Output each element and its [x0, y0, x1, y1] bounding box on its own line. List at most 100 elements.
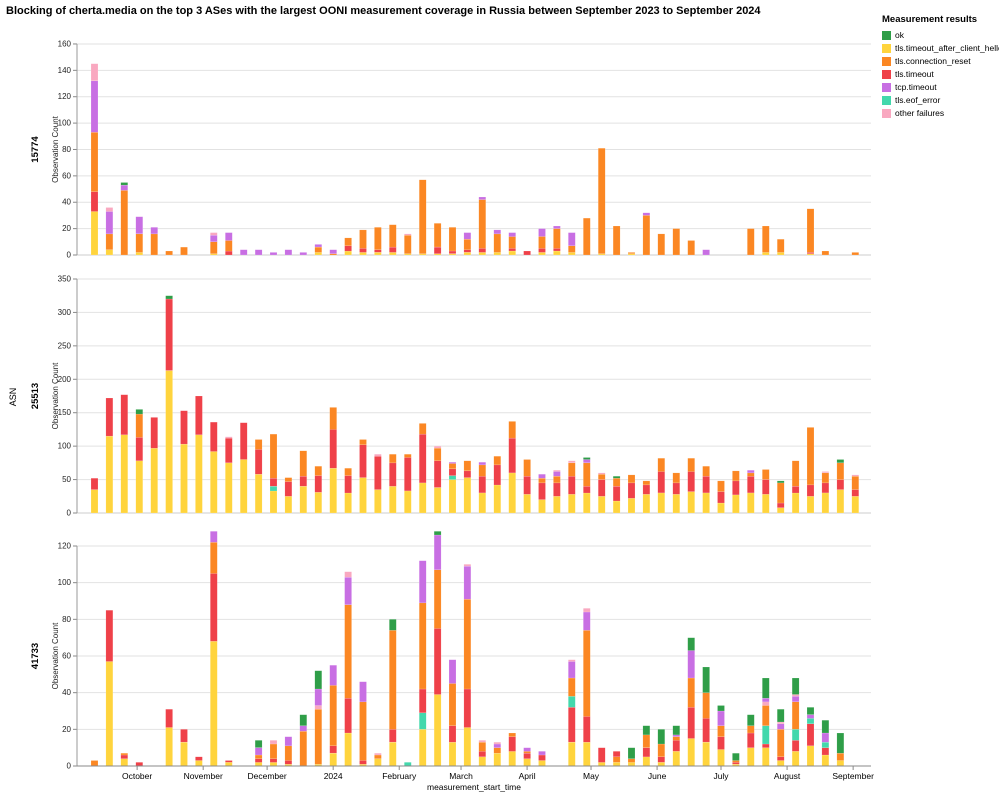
- bar-segment-other failures: [568, 460, 576, 463]
- bar-segment-tls.connection_reset: [493, 456, 501, 466]
- bar-segment-tls.connection_reset: [180, 246, 188, 256]
- bar-segment-tcp.timeout: [553, 471, 561, 477]
- bar-segment-tls.timeout_after_client_hello: [747, 747, 755, 767]
- bar-segment-tls.eof_error: [419, 712, 427, 730]
- bar-segment-tls.timeout_after_client_hello: [448, 742, 457, 767]
- bar-segment-tls.timeout: [642, 747, 651, 758]
- bar-segment-tcp.timeout: [359, 681, 367, 703]
- legend-item[interactable]: tls.connection_reset: [882, 56, 997, 66]
- bar-segment-tls.timeout: [225, 437, 233, 463]
- bar-segment-tls.timeout_after_client_hello: [612, 500, 621, 514]
- bar-segment-tls.timeout: [523, 250, 531, 256]
- bar-segment-other failures: [225, 436, 233, 439]
- bar-segment-other failures: [762, 701, 770, 706]
- bar-segment-tls.timeout: [105, 610, 114, 662]
- bar-segment-tls.timeout_after_client_hello: [389, 252, 397, 256]
- bar-segment-tcp.timeout: [717, 710, 725, 726]
- bar-segment-tcp.timeout: [702, 249, 710, 256]
- y-axis-tick-label: 50: [62, 475, 71, 484]
- bar-segment-tls.connection_reset: [553, 228, 561, 249]
- bar-segment-tls.timeout: [344, 698, 352, 734]
- bar-segment-tls.connection_reset: [583, 462, 591, 487]
- bar-segment-tls.connection_reset: [389, 454, 397, 464]
- bar-segment-tls.timeout: [791, 740, 800, 752]
- bar-segment-tls.connection_reset: [419, 423, 427, 435]
- panel-asn-41733: 0 20 40 60 80 100 120 41733 Observation Count: [30, 531, 871, 771]
- bar-segment-tls.timeout: [180, 729, 188, 743]
- bar-segment-tls.connection_reset: [672, 228, 680, 256]
- bar-segment-tls.connection_reset: [314, 709, 322, 765]
- bar-segment-tcp.timeout: [448, 462, 457, 464]
- bar-segment-ok: [672, 725, 680, 736]
- bar-segment-tls.eof_error: [448, 475, 457, 480]
- bar-segment-tls.timeout: [195, 395, 203, 435]
- bar-segment-other failures: [90, 63, 99, 81]
- bar-segment-tls.timeout_after_client_hello: [448, 479, 457, 514]
- bar-segment-tls.eof_error: [791, 729, 800, 741]
- bar-segment-tls.timeout: [284, 760, 293, 765]
- bar-segment-tls.connection_reset: [374, 754, 382, 759]
- legend-item[interactable]: tls.timeout_after_client_hello: [882, 43, 999, 53]
- bar-segment-tls.timeout: [195, 756, 203, 761]
- bar-segment-other failures: [851, 474, 859, 477]
- bar-segment-tls.timeout_after_client_hello: [762, 252, 770, 256]
- bar-segment-tls.connection_reset: [389, 630, 397, 730]
- bar-segment-tls.timeout: [419, 433, 427, 484]
- bar-segment-tls.timeout: [777, 502, 785, 508]
- bar-segment-tls.timeout: [672, 740, 680, 752]
- bar-segment-tls.connection_reset: [433, 447, 442, 461]
- bar-segment-tls.connection_reset: [747, 472, 755, 477]
- bar-segment-tls.timeout: [538, 754, 546, 761]
- bar-segment-tls.connection_reset: [344, 237, 352, 246]
- x-axis-tick-label: June: [648, 771, 667, 781]
- bar-segment-tls.connection_reset: [433, 569, 442, 629]
- bar-segment-tls.connection_reset: [314, 246, 322, 253]
- legend-item-label: tcp.timeout: [895, 82, 937, 92]
- bar-segment-tls.timeout: [210, 421, 218, 452]
- bar-segment-tls.connection_reset: [642, 734, 651, 748]
- x-axis-tick-label: September: [832, 771, 874, 781]
- bar-segment-tls.timeout_after_client_hello: [90, 489, 99, 514]
- bar-segment-tls.connection_reset: [448, 227, 457, 252]
- bar-segment-tls.timeout_after_client_hello: [791, 492, 800, 514]
- bar-segment-tls.timeout_after_client_hello: [389, 742, 397, 767]
- bar-segment-tls.connection_reset: [672, 472, 680, 484]
- bar-segment-tcp.timeout: [762, 698, 770, 703]
- bar-segment-tls.timeout_after_client_hello: [478, 252, 486, 256]
- bar-segment-tcp.timeout: [240, 249, 248, 256]
- bar-segment-tcp.timeout: [508, 232, 516, 237]
- bar-segment-tcp.timeout: [538, 228, 546, 237]
- bar-segment-tls.connection_reset: [90, 132, 99, 192]
- bar-segment-ok: [627, 747, 636, 759]
- bar-segment-tls.timeout: [583, 486, 591, 494]
- legend-item[interactable]: tls.timeout: [882, 69, 997, 79]
- bar-segment-tls.timeout: [359, 248, 367, 253]
- bar-segment-tls.timeout_after_client_hello: [180, 443, 188, 514]
- bar-segment-tls.timeout_after_client_hello: [254, 762, 263, 767]
- bar-segment-tls.timeout: [389, 462, 397, 487]
- legend-item[interactable]: other failures: [882, 108, 997, 118]
- bar-segment-ok: [806, 707, 815, 715]
- bar-segment-tls.connection_reset: [836, 753, 845, 761]
- x-axis-tick-label: November: [184, 771, 223, 781]
- x-axis-tick-label: August: [774, 771, 801, 781]
- bar-segment-tls.timeout: [344, 475, 352, 494]
- bar-segment-tcp.timeout: [687, 650, 695, 679]
- bar-segment-tls.timeout_after_client_hello: [389, 486, 397, 514]
- bar-segment-tls.connection_reset: [389, 224, 397, 248]
- bar-segment-tls.connection_reset: [538, 478, 546, 484]
- bar-segment-tls.connection_reset: [508, 421, 516, 439]
- legend-item[interactable]: ok: [882, 30, 997, 40]
- legend-item[interactable]: tcp.timeout: [882, 82, 997, 92]
- legend-item[interactable]: tls.eof_error: [882, 95, 997, 105]
- bar-segment-tls.eof_error: [762, 725, 770, 745]
- bar-segment-ok: [836, 459, 845, 463]
- bar-segment-tls.timeout_after_client_hello: [269, 762, 278, 767]
- bar-segment-tls.timeout: [269, 478, 278, 487]
- bar-segment-tcp.timeout: [105, 211, 114, 235]
- bar-segment-tls.timeout: [523, 753, 531, 759]
- y-axis-title: Observation Count: [51, 115, 60, 182]
- bar-segment-tcp.timeout: [225, 232, 233, 241]
- bar-segment-other failures: [583, 608, 591, 613]
- bar-segment-tls.eof_error: [568, 696, 576, 708]
